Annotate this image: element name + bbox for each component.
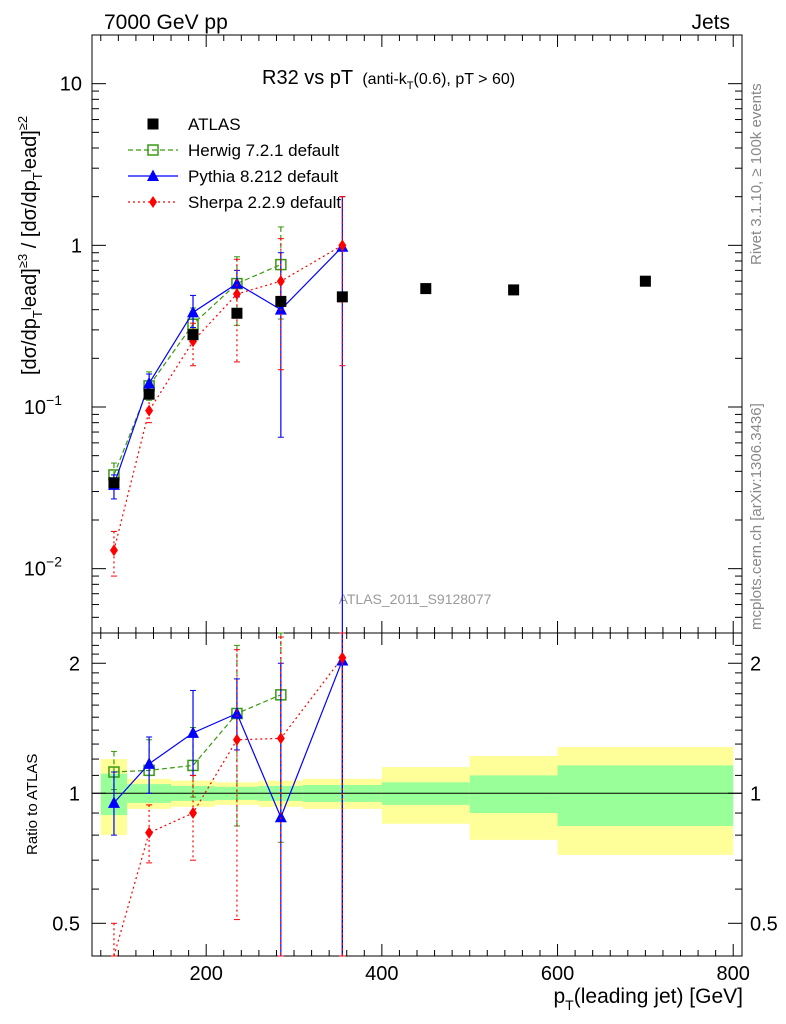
y-tick-exponent: −1 [46,392,62,408]
pythia-point [187,305,200,318]
atlas-point [143,388,155,400]
legend: ATLAS Herwig 7.2.1 default Pythia 8.212 de… [128,115,341,212]
pythia-ratio-line [113,660,343,819]
herwig-line [113,264,282,476]
analysis-watermark: ATLAS_2011_S9128077 [339,591,492,607]
legend-marker [147,169,159,181]
mcplots-label: mcplots.cern.ch [arXiv:1306.3436] [748,403,765,630]
x-axis-label: pT(leading jet) [GeV] [553,985,743,1013]
sherpa-ratio-point [338,651,347,664]
atlas-point [639,275,651,287]
legend-entry: Pythia 8.212 default [128,167,339,186]
ratio-tick-label: 0.5 [52,913,80,935]
atlas-point [108,477,120,489]
pythia-ratio-point [143,757,156,769]
axes: 200 400 600 800 10 1 10−1 10−2 2 2 1 1 0.5 0.5 [24,34,778,985]
y-tick-label: 1 [71,235,82,257]
sherpa-ratio-point [232,733,241,746]
atlas-point [187,329,199,341]
sherpa-ratio-point [189,807,198,820]
pythia-point [230,277,243,289]
pythia-ratio-point [107,796,120,808]
pythia-ratio-point [187,726,200,738]
pythia-ratio-point [230,707,243,719]
legend-entry: Herwig 7.2.1 default [128,141,339,160]
ratio-axis-label: Ratio to ATLAS [24,754,41,855]
sherpa-point [232,287,241,300]
pythia-ratio-point [274,810,287,823]
sherpa-point [145,404,154,417]
y-tick-label: 10−1 [24,392,62,419]
ratio-tick-label: 1 [69,783,80,805]
pythia-series [107,196,349,634]
sherpa-ratio-point [145,826,154,839]
atlas-point [420,283,432,295]
header-process: Jets [691,11,730,34]
legend-marker [147,118,159,130]
legend-label: Sherpa 2.2.9 default [188,193,341,212]
herwig-ratio-line [113,694,282,773]
legend-entry: ATLAS [147,115,241,134]
x-tick-label: 600 [541,963,574,985]
ratio-tick-label: 0.5 [750,913,778,935]
y-axis-label: [dσ/dpTˡead]≥3 / [dσ/dpTˡead]≥2 [15,116,45,375]
y-tick-exponent: −2 [46,554,62,570]
sherpa-ratio-line [113,657,343,957]
ratio-tick-label: 1 [750,783,761,805]
x-tick-label: 400 [365,963,398,985]
sherpa-point [276,275,285,288]
atlas-point [508,284,520,296]
sherpa-ratio-series [110,632,347,957]
ratio-tick-label: 2 [750,653,761,675]
x-tick-label: 800 [717,963,750,985]
sherpa-series [109,196,347,577]
sherpa-point [338,239,347,252]
sherpa-ratio-point [276,732,285,745]
legend-label: ATLAS [188,115,241,134]
series-layer [107,196,651,957]
pythia-line [113,246,343,486]
ratio-tick-label: 2 [69,653,80,675]
y-tick-label: 10−2 [24,554,62,581]
ratio-panel [92,746,742,855]
legend-marker [149,196,157,208]
atlas-point [336,291,348,303]
atlas-point [231,307,243,319]
legend-label: Pythia 8.212 default [188,167,339,186]
y-tick-label: 10 [60,74,82,96]
atlas-point [275,295,287,307]
stat-uncertainty-band [469,775,558,814]
sherpa-point [109,544,118,557]
chart-title: R32 vs pT (anti-kT(0.6), pT > 60) [262,67,515,92]
pythia-point [143,376,156,389]
header-energy: 7000 GeV pp [104,11,228,34]
atlas-series [108,275,651,489]
legend-marker [147,144,159,156]
x-tick-label: 200 [190,963,223,985]
stat-uncertainty-band [557,765,734,826]
legend-label: Herwig 7.2.1 default [188,141,339,160]
legend-entry: Sherpa 2.2.9 default [128,193,341,212]
herwig-series [108,226,287,486]
rivet-label: Rivet 3.1.10, ≥ 100k events [748,83,765,265]
